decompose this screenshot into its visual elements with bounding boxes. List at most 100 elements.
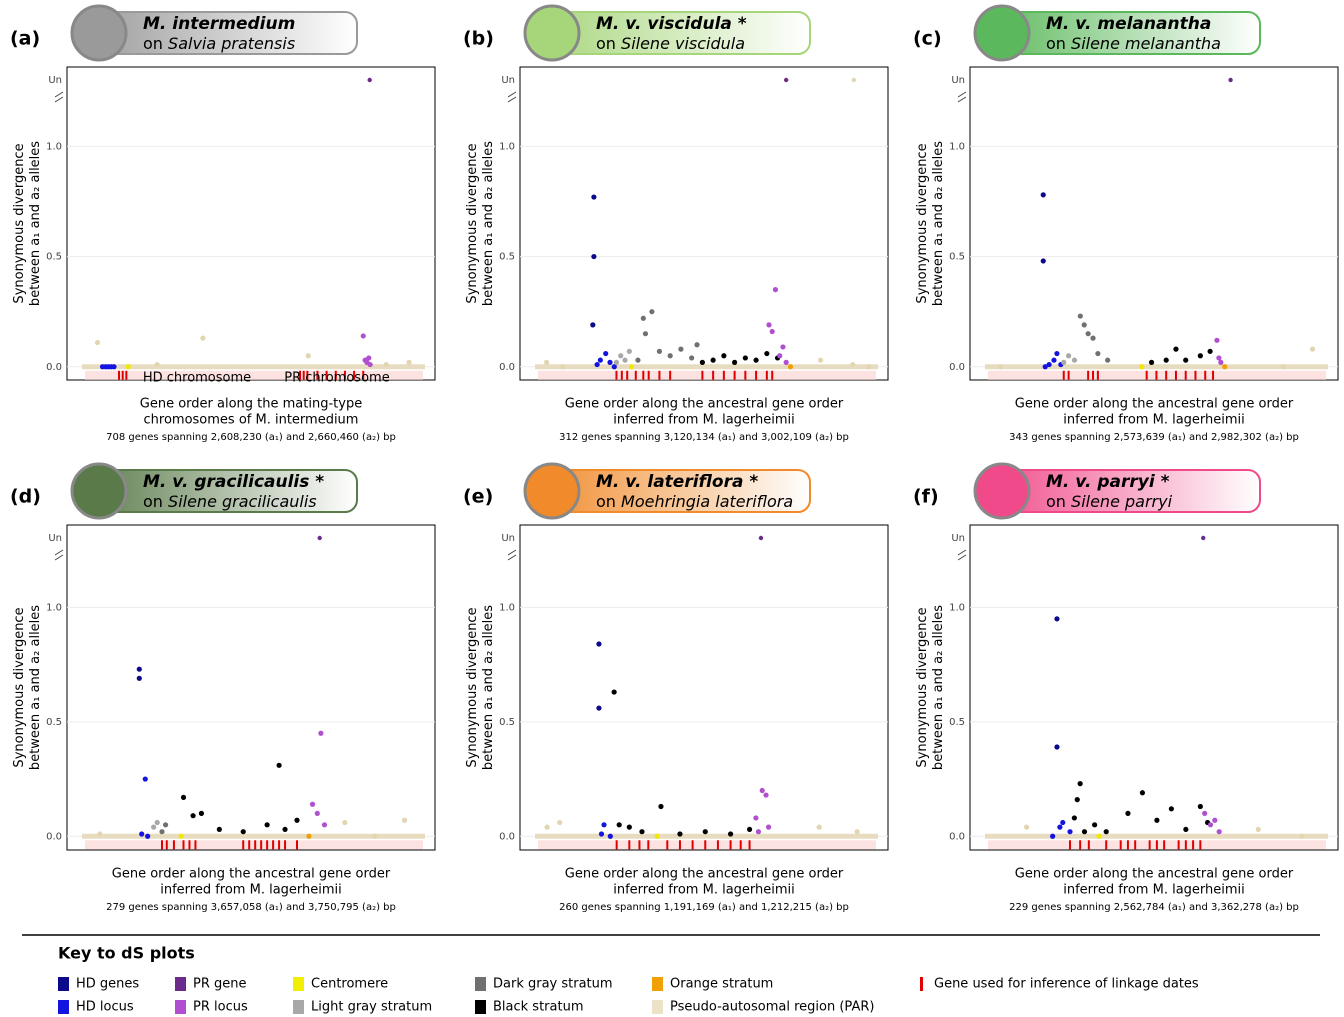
point [699, 359, 705, 365]
point [591, 253, 597, 260]
point [178, 833, 184, 839]
host-name: Silene parryi [1071, 492, 1173, 511]
point [590, 322, 596, 328]
point [997, 364, 1003, 370]
gene-strip [85, 370, 423, 380]
point [622, 357, 628, 363]
host-line: on Silene viscidula [596, 34, 745, 53]
y-label-line: between a₁ and a₂ alleles [931, 141, 946, 306]
point [594, 361, 600, 368]
point [642, 331, 649, 337]
host-name: Silene viscidula [621, 34, 745, 53]
y-label-line: between a₁ and a₂ alleles [28, 141, 43, 306]
y-label-line: Synonymous divergence [465, 607, 480, 767]
point [854, 829, 860, 835]
host-name: Moehringia lateriflora [621, 492, 793, 511]
point [1214, 337, 1220, 343]
point [746, 826, 753, 833]
point [1060, 819, 1066, 826]
point [1148, 359, 1155, 365]
point [1218, 359, 1224, 365]
y-tick-label: 0.0 [499, 362, 515, 373]
species-name: M. v. parryi * [1046, 472, 1170, 492]
key-label: Orange stratum [670, 977, 773, 992]
caption: 312 genes spanning 3,120,134 (a₁) and 3,… [559, 432, 849, 443]
caption: 229 genes spanning 2,562,784 (a₁) and 3,… [1009, 902, 1299, 913]
point [1040, 258, 1046, 264]
point [1280, 364, 1286, 370]
point [1023, 824, 1030, 830]
point [710, 357, 716, 363]
point [560, 364, 566, 370]
photo [70, 462, 128, 520]
key-title: Key to dS plots [58, 944, 195, 963]
photo [523, 4, 581, 62]
point [383, 361, 389, 368]
point [759, 787, 765, 794]
photo [973, 4, 1031, 62]
point [406, 359, 412, 365]
x-axis-label: inferred from M. lagerheimii [160, 883, 342, 898]
point [1183, 357, 1189, 363]
point [97, 831, 103, 837]
y-label-line: between a₁ and a₂ alleles [481, 141, 496, 306]
point [1216, 829, 1222, 835]
point [613, 359, 620, 365]
point [769, 328, 775, 335]
point [787, 364, 794, 370]
point [276, 762, 282, 768]
point [282, 826, 288, 833]
y-tick-label: 1.0 [949, 602, 965, 613]
point [1051, 357, 1057, 363]
point [639, 829, 645, 835]
point [198, 810, 205, 816]
point [1222, 364, 1228, 370]
point [654, 833, 660, 839]
point [755, 829, 762, 835]
y-tick-label: 1.0 [499, 141, 515, 152]
panel-label: (d) [10, 486, 41, 508]
caption: 260 genes spanning 1,191,169 (a₁) and 1,… [559, 902, 849, 913]
point [1125, 810, 1131, 816]
point [1299, 833, 1305, 839]
point [360, 333, 366, 339]
point [125, 364, 131, 370]
y-tick-label: 0.5 [949, 717, 965, 728]
y-axis-label: Synonymous divergencebetween a₁ and a₂ a… [465, 605, 496, 770]
plot-frame [519, 524, 889, 851]
y-label-line: between a₁ and a₂ alleles [931, 605, 946, 770]
key-swatch [293, 1000, 304, 1014]
key-swatch [920, 977, 923, 991]
point [321, 822, 328, 828]
key-label: Black stratum [493, 1000, 584, 1015]
point [603, 350, 609, 357]
host-prefix: on [143, 492, 163, 511]
plot-frame [969, 66, 1339, 381]
point [151, 824, 157, 830]
point [732, 359, 738, 365]
host-line: on Silene melanantha [1046, 34, 1221, 53]
point [1183, 826, 1189, 833]
y-tick-label: 0.0 [46, 831, 62, 842]
point [635, 357, 641, 363]
point [1090, 335, 1096, 341]
key-label: Pseudo-autosomal region (PAR) [670, 1000, 874, 1015]
point [694, 342, 700, 348]
point [1139, 790, 1146, 796]
key-label: Gene used for inference of linkage dates [934, 977, 1199, 992]
point [1103, 829, 1109, 835]
point [1071, 357, 1078, 363]
y-label-line: between a₁ and a₂ alleles [481, 605, 496, 770]
point [1057, 824, 1063, 830]
point [850, 361, 856, 368]
point [306, 833, 312, 839]
point [544, 359, 550, 365]
point [626, 348, 632, 354]
point [1066, 353, 1072, 359]
point [780, 344, 786, 350]
host-line: on Moehringia lateriflora [596, 492, 793, 511]
point [142, 776, 148, 782]
y-tick-label: 0.0 [499, 831, 515, 842]
y-label-line: Synonymous divergence [915, 607, 930, 767]
